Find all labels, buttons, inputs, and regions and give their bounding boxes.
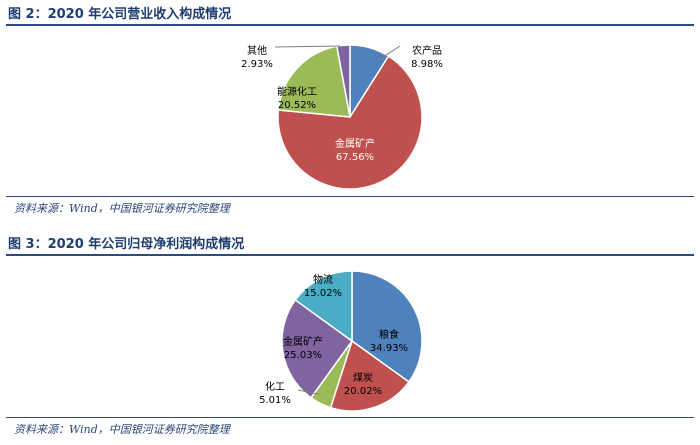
chart-title: 图 2：2020 年公司营业收入构成情况: [8, 7, 232, 22]
pie-slice-1: [329, 339, 410, 412]
slice-value-2: 20.52%: [278, 100, 316, 111]
pie-slice-3: [281, 298, 354, 399]
chart-title: 图 3：2020 年公司归母净利润构成情况: [8, 237, 245, 252]
pie-slice-4: [294, 270, 353, 343]
slice-label-3: 其他: [247, 44, 267, 57]
slice-value-3: 2.93%: [241, 59, 273, 70]
chart-section-revenue: 图 2：2020 年公司营业收入构成情况 农产品 8.98% 金属矿产 67.56% 能…: [0, 0, 700, 222]
pie-chart-profit: 粮食 34.93% 煤炭 20.02% 化工 5.01% 金属矿产 25.03% 物流 15.02…: [259, 270, 423, 412]
slice-label-1: 金属矿产: [335, 137, 375, 150]
source-divider: [6, 417, 694, 418]
slice-value-0: 8.98%: [411, 59, 443, 70]
title-divider: [6, 254, 694, 256]
source-note: 资料来源：Wind，中国银河证券研究院整理: [14, 423, 230, 436]
slice-value-2: 5.01%: [259, 395, 291, 406]
slice-label-0: 农产品: [412, 44, 442, 57]
slice-label-2: 化工: [265, 380, 285, 393]
slice-label-2: 能源化工: [277, 85, 317, 98]
pie-slice-1: [277, 55, 423, 190]
source-note: 资料来源：Wind，中国银河证券研究院整理: [14, 202, 230, 215]
slice-label-1: 煤炭: [353, 371, 373, 384]
leader-line-2: [297, 389, 319, 395]
pie-chart-revenue: 农产品 8.98% 金属矿产 67.56% 能源化工 20.52% 其他 2.93%: [241, 44, 443, 190]
pie-slice-2: [277, 45, 351, 118]
pie-slice-0: [351, 270, 423, 383]
slice-value-4: 15.02%: [304, 288, 342, 299]
slice-value-3: 25.03%: [284, 350, 322, 361]
slice-value-1: 20.02%: [344, 386, 382, 397]
source-divider: [6, 196, 694, 197]
slice-label-3: 金属矿产: [283, 335, 323, 348]
slice-label-0: 粮食: [379, 328, 399, 341]
title-divider: [6, 24, 694, 26]
slice-label-4: 物流: [313, 273, 333, 286]
slice-value-1: 67.56%: [336, 152, 374, 163]
chart-section-profit: 图 3：2020 年公司归母净利润构成情况 粮食 34.93% 煤炭 20.02% 化工…: [0, 230, 700, 445]
slice-value-0: 34.93%: [370, 343, 408, 354]
leader-line-3: [274, 45, 341, 48]
leader-line-0: [379, 45, 401, 60]
